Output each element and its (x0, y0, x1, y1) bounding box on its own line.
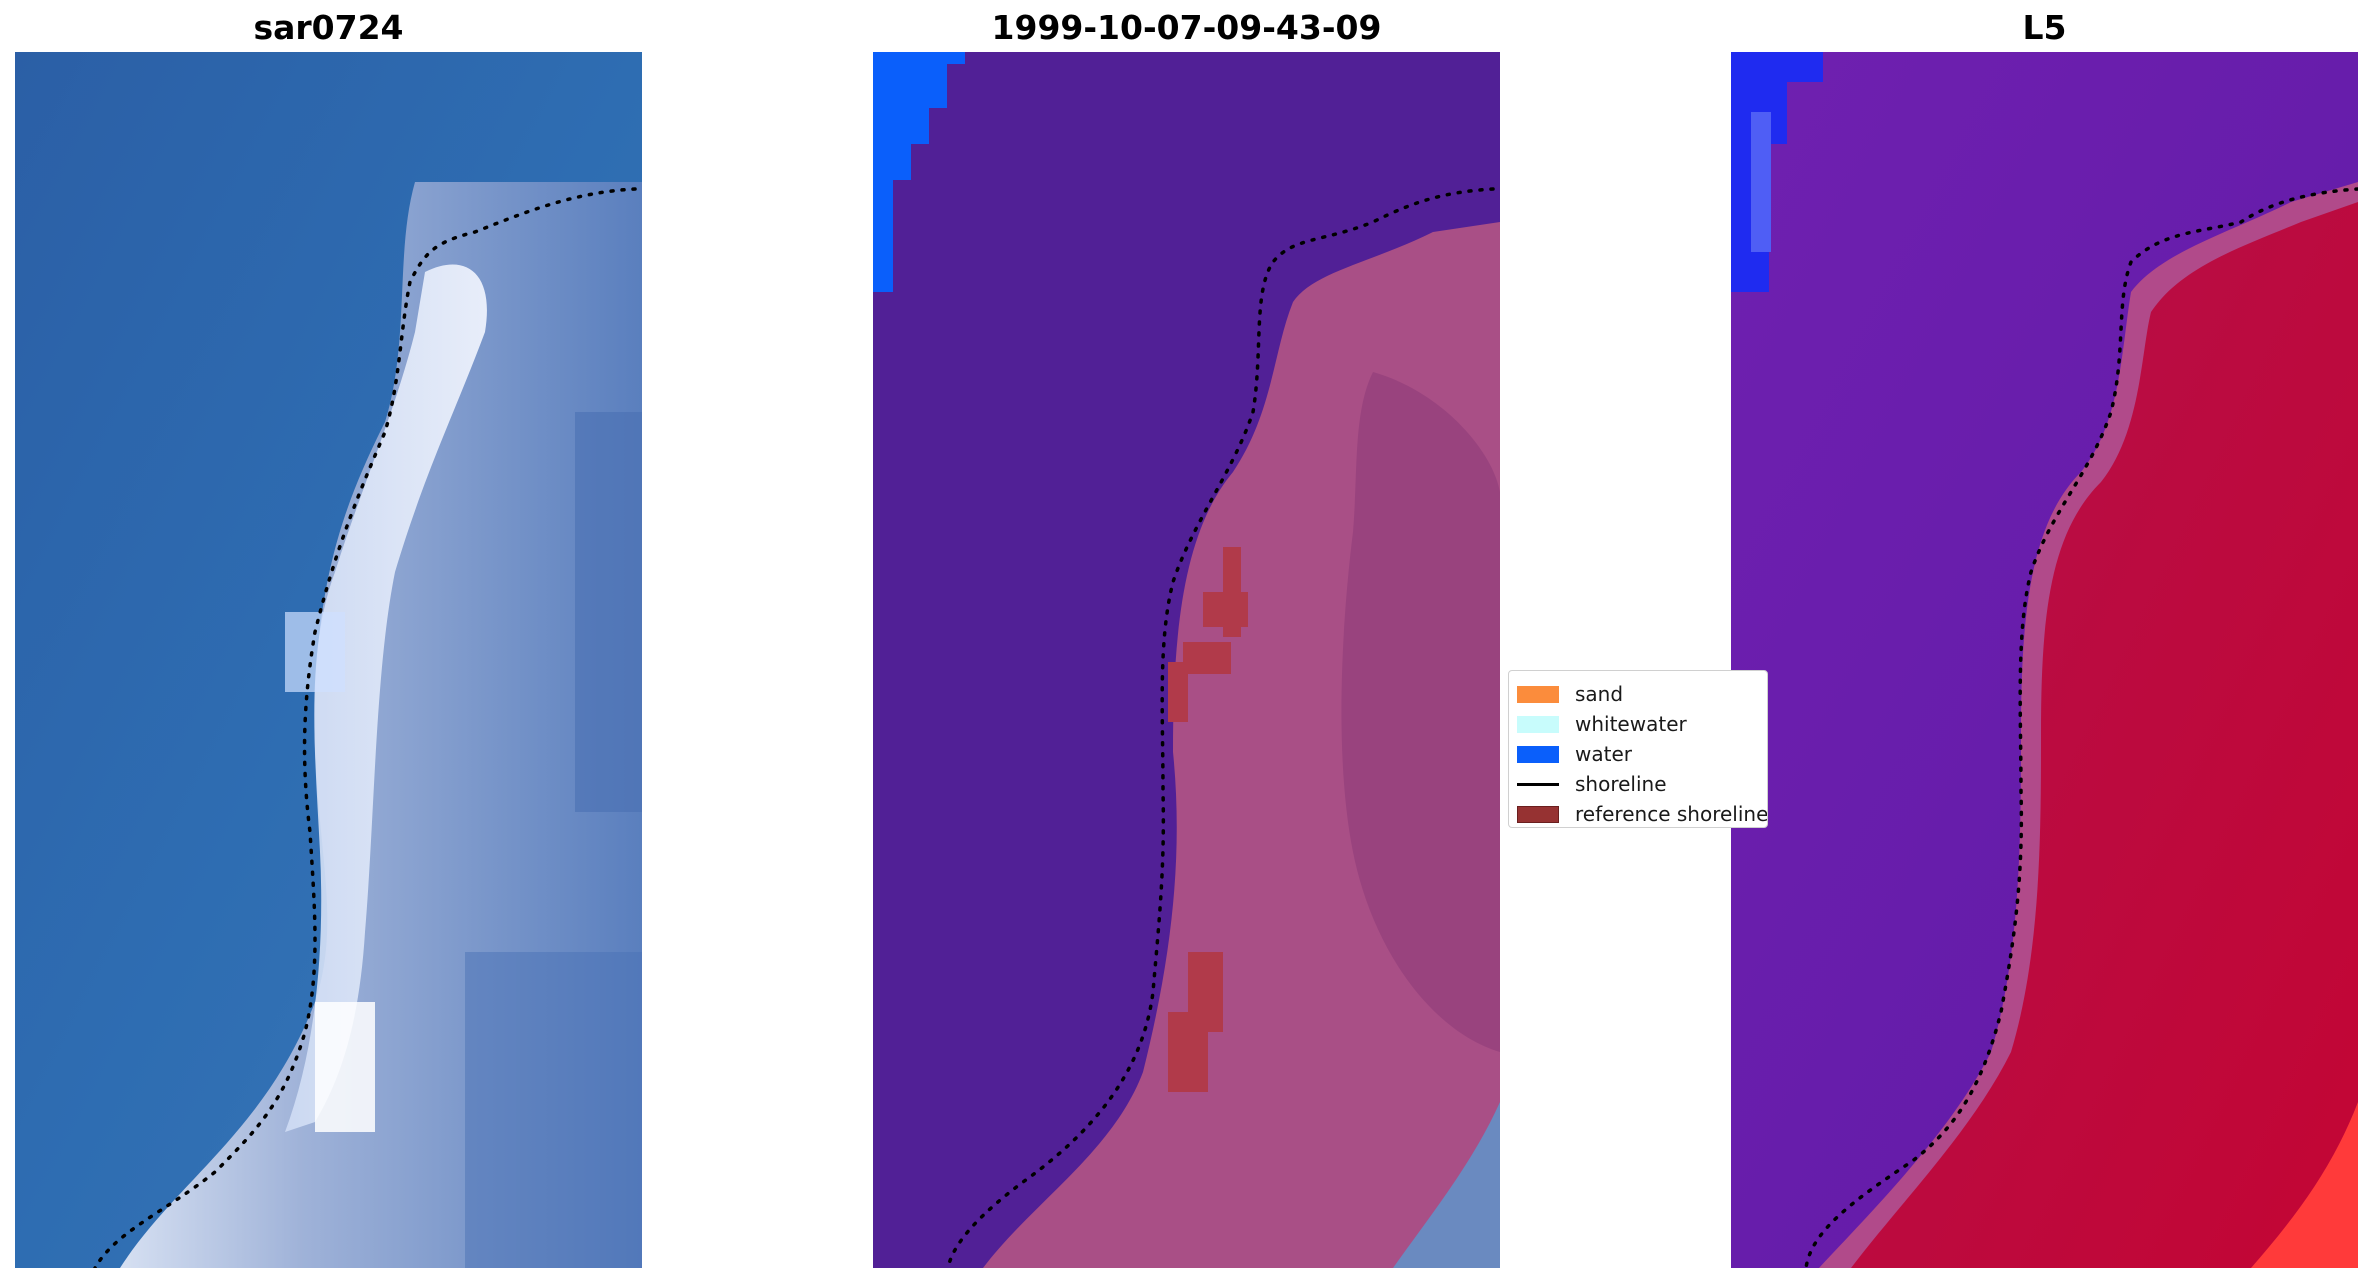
panel-title-rgb: sar0724 (253, 8, 404, 47)
rgb-image-panel (15, 52, 642, 1268)
classification-panel (873, 52, 1500, 1268)
panel-title-index: L5 (2022, 8, 2067, 47)
sand-swatch (1517, 685, 1559, 703)
legend-label-shoreline: shoreline (1575, 772, 1667, 796)
shoreline-line (93, 187, 637, 1268)
legend-item-whitewater: whitewater (1517, 711, 1687, 737)
panel-title-classification: 1999-10-07-09-43-09 (991, 8, 1382, 47)
legend-label-sand: sand (1575, 682, 1624, 706)
legend-item-water: water (1517, 741, 1632, 767)
legend: sand whitewater water shoreline referenc… (1508, 670, 1768, 828)
legend-item-reference-shoreline: reference shoreline (1517, 801, 1768, 827)
rgb-image (15, 52, 642, 1268)
shoreline-swatch (1517, 782, 1559, 786)
water-swatch (1517, 745, 1559, 763)
legend-item-sand: sand (1517, 681, 1623, 707)
legend-label-water: water (1575, 742, 1632, 766)
reference-shoreline-swatch (1517, 805, 1559, 823)
index-image (1731, 52, 2358, 1268)
index-panel (1731, 52, 2358, 1268)
shoreline-line (946, 187, 1495, 1268)
whitewater-swatch (1517, 715, 1559, 733)
classification-image (873, 52, 1500, 1268)
legend-label-reference-shoreline: reference shoreline (1575, 802, 1768, 826)
shoreline-line (1804, 187, 2358, 1268)
legend-label-whitewater: whitewater (1575, 712, 1687, 736)
legend-item-shoreline: shoreline (1517, 771, 1667, 797)
